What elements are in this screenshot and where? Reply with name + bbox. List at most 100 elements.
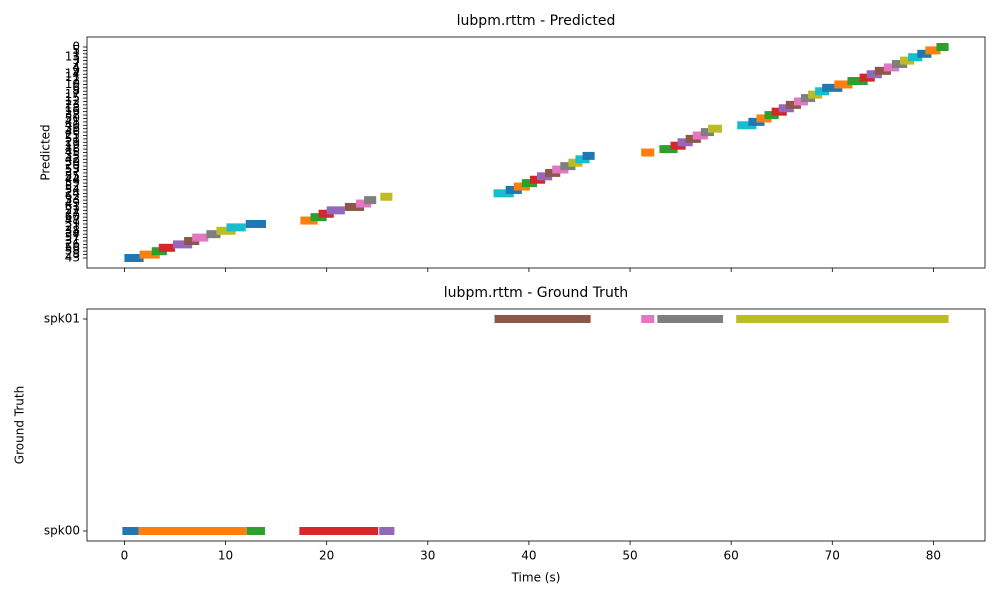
- segment: [936, 43, 949, 51]
- y-tick-label: 37: [65, 165, 80, 179]
- segment: [641, 315, 655, 323]
- y-tick-label: spk00: [44, 524, 80, 538]
- segment: [326, 206, 345, 215]
- y-tick-label: 3: [72, 53, 80, 67]
- segment: [300, 216, 318, 225]
- y-tick-label: 61: [65, 199, 80, 213]
- segment: [344, 202, 365, 211]
- y-tick-label: 23: [65, 97, 80, 111]
- y-tick-label: 45: [65, 145, 80, 159]
- y-tick-label: 36: [65, 121, 80, 135]
- y-tick-label: 57: [65, 230, 80, 244]
- segment: [380, 192, 393, 201]
- segment: [756, 114, 772, 123]
- segment: [299, 527, 379, 535]
- x-axis-label: Time (s): [511, 571, 561, 585]
- segment: [192, 233, 209, 242]
- segment: [158, 243, 175, 252]
- y-tick-label: 55: [65, 169, 80, 183]
- y-tick-label: 12: [65, 94, 80, 108]
- segment: [318, 209, 334, 218]
- segment: [659, 145, 678, 154]
- y-tick-label: 52: [65, 179, 80, 193]
- y-tick-label: 49: [65, 196, 80, 210]
- segment: [124, 254, 144, 262]
- segment: [874, 66, 891, 75]
- y-tick-label: 7: [72, 57, 80, 71]
- y-tick-label: 5: [72, 43, 80, 57]
- y-tick-label: 35: [65, 148, 80, 162]
- segment: [379, 527, 395, 535]
- segment: [537, 172, 553, 181]
- y-tick-label: 43: [65, 251, 80, 265]
- y-tick-label: 32: [65, 108, 80, 122]
- segment: [122, 527, 139, 535]
- y-tick-label: 4: [72, 60, 80, 74]
- y-tick-label: 15: [65, 91, 80, 105]
- y-tick-label: 41: [65, 114, 80, 128]
- x-tick-label: 10: [218, 549, 233, 563]
- y-tick-label: 17: [65, 87, 80, 101]
- y-tick-label: 34: [65, 227, 80, 241]
- y-tick-label: 1: [72, 46, 80, 60]
- segment: [560, 162, 576, 171]
- y-tick-label: 26: [65, 237, 80, 251]
- segment: [139, 250, 160, 259]
- y-tick-label: 59: [65, 176, 80, 190]
- y-tick-label: 42: [65, 152, 80, 166]
- segment: [692, 131, 708, 140]
- segment: [700, 128, 714, 137]
- segment: [736, 315, 949, 323]
- segment: [582, 151, 595, 160]
- segment: [355, 199, 372, 208]
- y-tick-label: 10: [65, 77, 80, 91]
- segment: [847, 77, 868, 86]
- segment: [925, 46, 941, 55]
- x-tick-label: 0: [121, 549, 129, 563]
- y-tick-label: 40: [65, 118, 80, 132]
- x-tick-label: 30: [420, 549, 435, 563]
- segment: [866, 70, 882, 79]
- chart-title: lubpm.rttm - Predicted: [457, 13, 616, 29]
- y-tick-label: 28: [65, 247, 80, 261]
- y-axis-label: Predicted: [39, 124, 53, 180]
- y-tick-label: 13: [65, 50, 80, 64]
- segment: [494, 315, 591, 323]
- y-tick-label: 39: [65, 216, 80, 230]
- y-tick-label: 16: [65, 104, 80, 118]
- segment: [737, 121, 757, 130]
- y-tick-label: 51: [65, 131, 80, 145]
- y-tick-label: 53: [65, 162, 80, 176]
- y-tick-label: 20: [65, 159, 80, 173]
- y-tick-label: 11: [65, 70, 80, 84]
- segment: [815, 87, 830, 96]
- y-tick-label: 62: [65, 189, 80, 203]
- y-axis-label: Ground Truth: [13, 386, 27, 464]
- y-tick-label: 27: [65, 206, 80, 220]
- y-tick-label: 14: [65, 67, 80, 81]
- y-tick-label: 44: [65, 172, 80, 186]
- y-tick-label: 50: [65, 111, 80, 125]
- y-tick-label: 19: [65, 138, 80, 152]
- segment: [364, 196, 377, 205]
- y-tick-label: 58: [65, 244, 80, 258]
- segment: [641, 148, 655, 157]
- segment: [822, 83, 843, 92]
- y-tick-label: spk01: [44, 312, 80, 326]
- y-tick-label: 46: [65, 125, 80, 139]
- y-tick-label: 47: [65, 213, 80, 227]
- y-tick-label: 6: [72, 80, 80, 94]
- segment: [245, 219, 266, 228]
- segment: [657, 315, 724, 323]
- x-tick-label: 60: [724, 549, 739, 563]
- chart-title: lubpm.rttm - Ground Truth: [444, 285, 628, 301]
- segment: [908, 53, 923, 62]
- y-tick-label: 30: [65, 155, 80, 169]
- y-tick-label: 21: [65, 220, 80, 234]
- segment: [493, 189, 514, 198]
- x-tick-label: 20: [319, 549, 334, 563]
- segment: [707, 124, 723, 133]
- x-tick-label: 50: [622, 549, 637, 563]
- y-tick-label: 22: [65, 203, 80, 217]
